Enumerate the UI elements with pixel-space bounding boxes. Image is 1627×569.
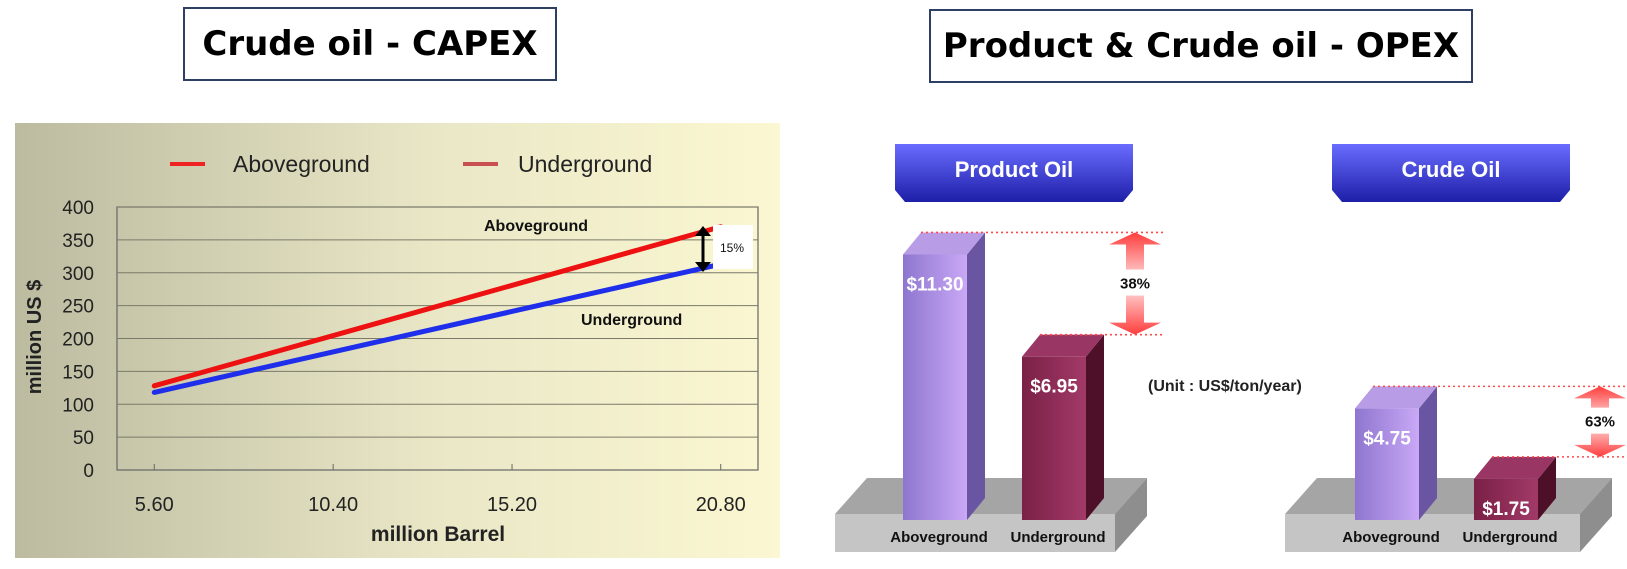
product-oil-bar-chart: Product Oil $11.30 Aboveground $6.95 Undergr…: [835, 144, 1165, 552]
unit-note: (Unit : US$/ton/year): [1148, 378, 1302, 395]
y-tick-label: 200: [62, 330, 94, 351]
bar-top: [903, 232, 985, 255]
capex-title: Crude oil - CAPEX: [183, 7, 557, 81]
difference-label-box: [1578, 407, 1622, 434]
category-label: Aboveground: [1342, 529, 1440, 546]
difference-label: 38%: [1120, 276, 1150, 293]
floor-top: [1285, 478, 1612, 514]
x-axis-label: million Barrel: [371, 523, 505, 546]
chart-background: [15, 123, 780, 558]
annotation-underground: Underground: [581, 312, 682, 329]
difference-label: 63%: [1585, 414, 1615, 431]
y-tick-label: 250: [62, 297, 94, 318]
bar-side: [967, 232, 985, 520]
y-tick-label: 50: [73, 428, 94, 449]
y-tick-label: 350: [62, 231, 94, 252]
annotation-difference: 15%: [720, 241, 744, 255]
bar-underground: [1022, 356, 1086, 520]
x-tick-label: 10.40: [308, 494, 358, 516]
bar-aboveground: [903, 254, 967, 520]
bar-side: [1086, 334, 1104, 520]
legend-underground-label: Underground: [518, 151, 652, 177]
y-tick-label: 300: [62, 264, 94, 285]
category-label: Aboveground: [890, 529, 988, 546]
bar-aboveground: [1355, 408, 1419, 520]
bar-top: [1022, 334, 1104, 357]
difference-label-box: [1113, 269, 1157, 296]
chart-header-label: Product Oil: [955, 157, 1074, 182]
bar-top: [1355, 386, 1437, 409]
x-tick-label: 5.60: [135, 494, 174, 516]
difference-label-box: [713, 225, 753, 269]
bar-side: [1538, 456, 1556, 520]
y-tick-label: 400: [62, 198, 94, 219]
annotation-aboveground: Aboveground: [484, 218, 588, 235]
bar-top: [1474, 456, 1556, 479]
crude-oil-bar-chart: Crude Oil $4.75 Aboveground $1.75 Undergroun…: [1285, 144, 1627, 552]
x-tick-label: 15.20: [487, 494, 537, 516]
difference-arrow: [695, 226, 711, 272]
legend-aboveground-label: Aboveground: [233, 151, 370, 177]
floor-front: [835, 514, 1115, 552]
y-tick-label: 150: [62, 362, 94, 383]
bar-value-label: $1.75: [1482, 499, 1530, 520]
opex-title: Product & Crude oil - OPEX: [929, 9, 1473, 83]
chart-header-label: Crude Oil: [1401, 157, 1500, 182]
chart-header-banner: [895, 144, 1133, 202]
y-axis-label: million US $: [24, 280, 46, 394]
y-tick-label: 0: [83, 461, 94, 482]
bar-value-label: $11.30: [906, 274, 963, 295]
y-tick-label: 100: [62, 395, 94, 416]
x-tick-label: 20.80: [696, 494, 746, 516]
series-line-aboveground: [151, 224, 724, 389]
bar-value-label: $6.95: [1030, 377, 1078, 398]
floor-side: [1115, 478, 1147, 552]
bar-side: [1419, 386, 1437, 520]
category-label: Underground: [1011, 529, 1106, 546]
bar-value-label: $4.75: [1363, 428, 1411, 449]
capex-line-chart: 0 50 100 150 200 250 300 350 400 5.60 10.40 15.20 2…: [15, 123, 780, 558]
floor-front: [1285, 514, 1580, 552]
floor-side: [1580, 478, 1612, 552]
chart-header-banner: [1332, 144, 1570, 202]
series-line-underground: [151, 261, 724, 395]
bar-underground: [1474, 478, 1538, 520]
category-label: Underground: [1463, 529, 1558, 546]
